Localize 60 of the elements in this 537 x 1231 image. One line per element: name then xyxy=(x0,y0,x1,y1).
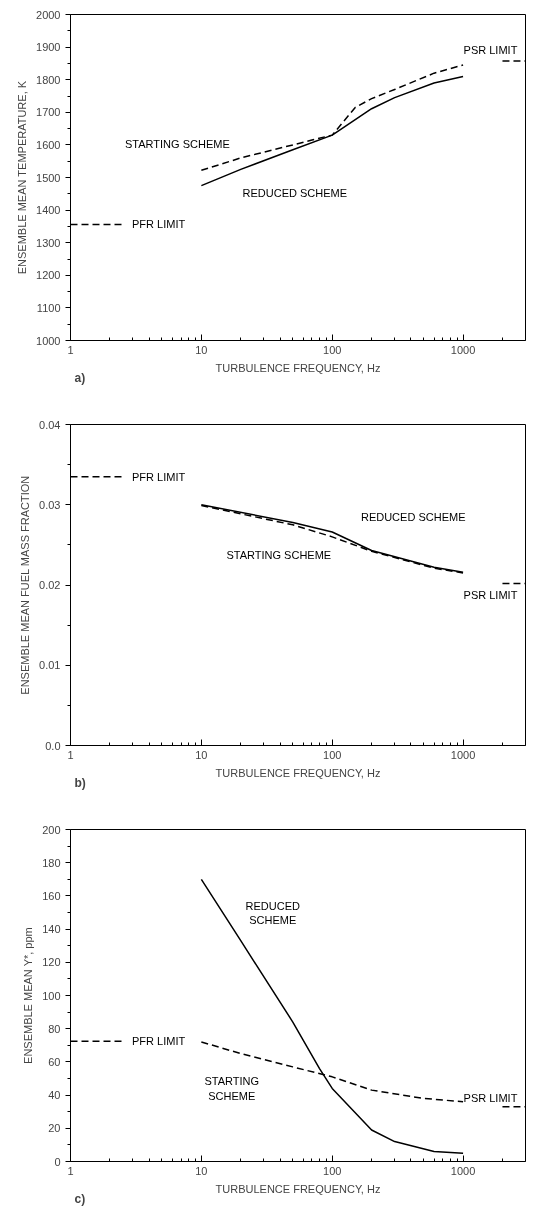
y-tick-label: 0.04 xyxy=(39,418,61,431)
y-tick-label: 1800 xyxy=(36,73,61,86)
x-tick-label: 1000 xyxy=(450,748,476,761)
x-tick-label: 100 xyxy=(323,748,342,761)
series-label: PFR LIMIT xyxy=(131,1035,186,1048)
y-tick-label: 1000 xyxy=(36,334,61,347)
y-tick-label: 0.02 xyxy=(39,579,61,591)
series-label: PSR LIMIT xyxy=(463,589,518,602)
y-tick-label: 1700 xyxy=(36,106,61,119)
y-tick-label: 140 xyxy=(42,923,61,936)
y-tick-label: 1100 xyxy=(36,301,61,314)
y-tick-label: 160 xyxy=(42,889,61,902)
series-label: REDUCED SCHEME xyxy=(242,186,348,199)
series-label: STARTING SCHEME xyxy=(204,1075,260,1102)
x-tick-label: 1000 xyxy=(450,1164,476,1177)
y-tick-label: 1600 xyxy=(36,138,61,151)
series-label: REDUCED SCHEME xyxy=(360,511,466,524)
y-tick-label: 180 xyxy=(42,856,61,869)
y-axis-title: ENSEMBLE MEAN FUEL MASS FRACTION xyxy=(19,475,32,695)
x-axis-title: TURBULENCE FREQUENCY, Hz xyxy=(215,1182,381,1195)
series-label: PSR LIMIT xyxy=(463,44,518,57)
y-tick-label: 1900 xyxy=(36,41,61,54)
series-label: PSR LIMIT xyxy=(463,1091,518,1104)
y-tick-label: 40 xyxy=(48,1089,61,1102)
text: c) xyxy=(74,1191,86,1206)
y-tick-label: 0.03 xyxy=(39,498,61,511)
y-tick-label: 100 xyxy=(42,989,61,1002)
y-tick-label: 80 xyxy=(48,1022,61,1035)
y-tick-label: 200 xyxy=(42,823,61,836)
y-tick-label: 20 xyxy=(48,1122,61,1135)
y-tick-label: 120 xyxy=(42,956,61,969)
x-tick-label: 10 xyxy=(195,343,208,356)
y-axis-title: ENSEMBLE MEAN TEMPERATURE, K xyxy=(16,80,29,275)
text: a) xyxy=(74,370,86,385)
y-axis-title: ENSEMBLE MEAN Y*, ppm xyxy=(22,927,35,1064)
x-tick-label: 1 xyxy=(67,1164,74,1177)
y-tick-label: 2000 xyxy=(36,8,61,21)
series-label: REDUCED SCHEME xyxy=(245,899,300,926)
x-axis-title: TURBULENCE FREQUENCY, Hz xyxy=(215,361,381,374)
y-tick-label: 1200 xyxy=(36,269,61,282)
series-label: PFR LIMIT xyxy=(131,470,186,483)
text: b) xyxy=(74,775,86,790)
x-tick-label: 1 xyxy=(67,748,74,761)
x-tick-label: 100 xyxy=(323,343,342,356)
x-tick-label: 1 xyxy=(67,343,74,356)
y-tick-label: 1400 xyxy=(36,204,61,217)
x-tick-label: 10 xyxy=(195,748,208,761)
series-label: PFR LIMIT xyxy=(131,218,186,231)
y-tick-label: 0.01 xyxy=(39,659,61,672)
y-tick-label: 0.0 xyxy=(45,739,61,752)
y-tick-label: 1300 xyxy=(36,236,61,249)
series-label: STARTING SCHEME xyxy=(125,138,230,151)
y-tick-label: 1500 xyxy=(36,171,61,184)
y-tick-label: 0 xyxy=(54,1155,61,1168)
x-tick-label: 1000 xyxy=(450,343,476,356)
y-tick-label: 60 xyxy=(48,1055,61,1068)
series-label: STARTING SCHEME xyxy=(226,548,332,561)
x-tick-label: 100 xyxy=(323,1164,342,1177)
x-tick-label: 10 xyxy=(195,1164,208,1177)
x-axis-title: TURBULENCE FREQUENCY, Hz xyxy=(215,766,381,779)
